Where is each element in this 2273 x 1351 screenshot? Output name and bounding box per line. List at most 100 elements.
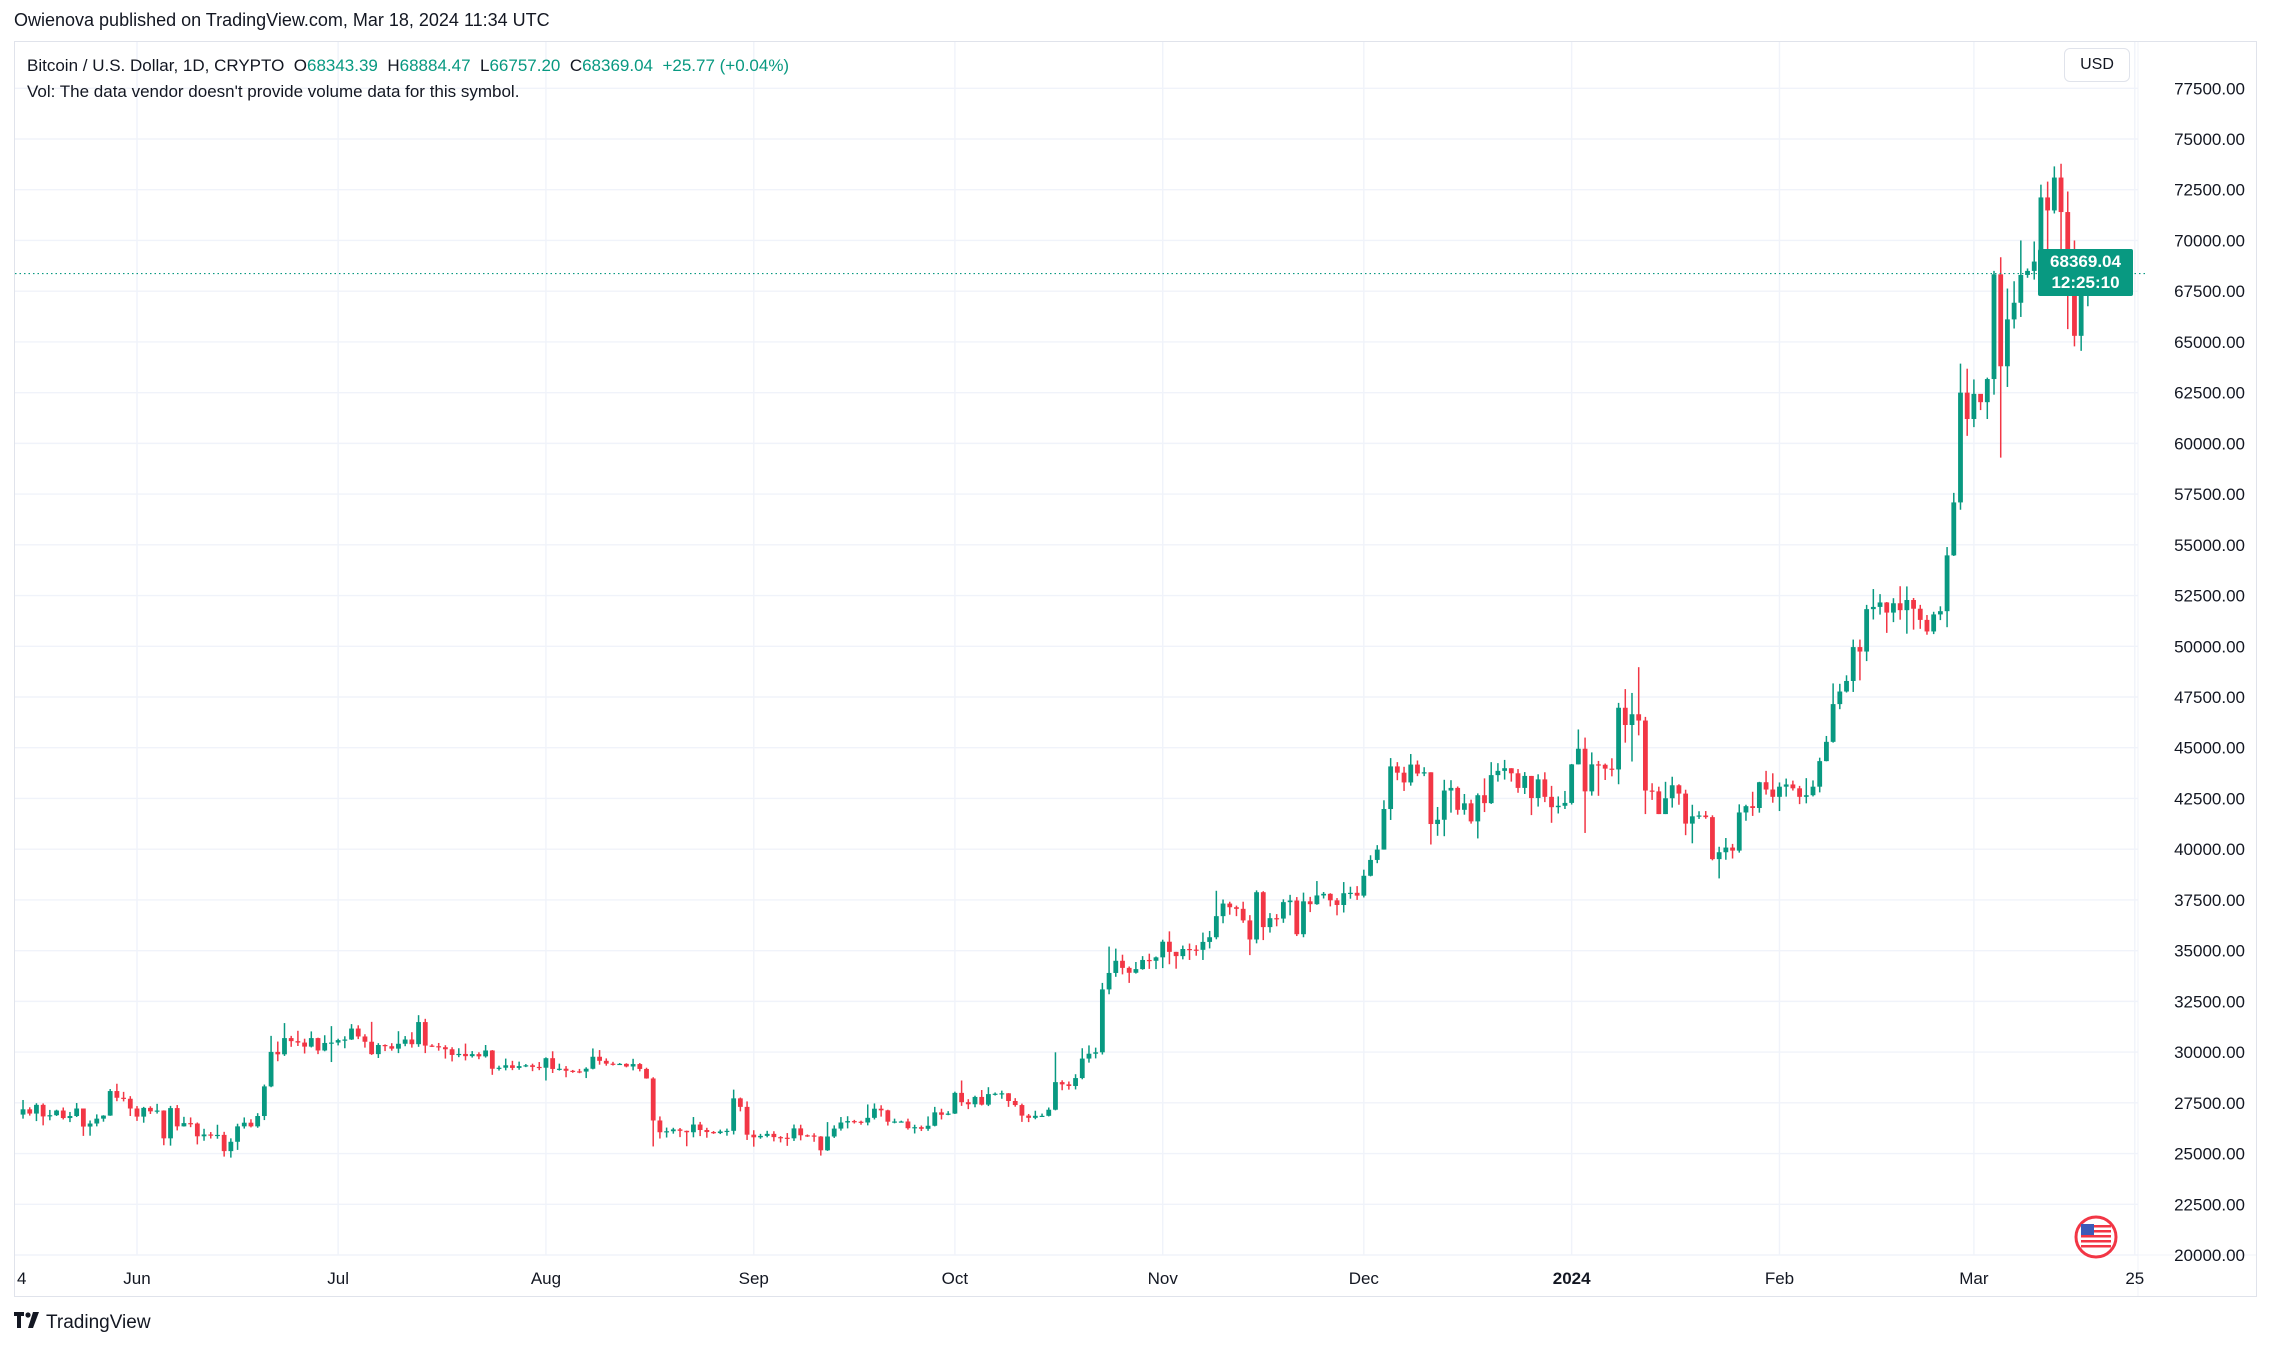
candle[interactable] bbox=[818, 1136, 824, 1156]
candle[interactable] bbox=[503, 1058, 509, 1071]
candle[interactable] bbox=[1622, 689, 1628, 743]
candle[interactable] bbox=[1475, 793, 1481, 839]
candle[interactable] bbox=[20, 1099, 26, 1119]
candle[interactable] bbox=[1260, 891, 1266, 941]
candle[interactable] bbox=[1743, 804, 1749, 821]
candle[interactable] bbox=[825, 1122, 830, 1151]
candle[interactable] bbox=[302, 1038, 307, 1054]
candle[interactable] bbox=[1099, 982, 1105, 1055]
candle[interactable] bbox=[1656, 786, 1662, 815]
candle[interactable] bbox=[1287, 894, 1293, 916]
candle[interactable] bbox=[1053, 1052, 1058, 1111]
candle[interactable] bbox=[1173, 951, 1179, 969]
candle[interactable] bbox=[1039, 1113, 1045, 1118]
candle[interactable] bbox=[1120, 954, 1125, 975]
candle[interactable] bbox=[429, 1044, 435, 1048]
candle[interactable] bbox=[275, 1041, 281, 1062]
candle[interactable] bbox=[1381, 800, 1387, 850]
candle[interactable] bbox=[905, 1118, 911, 1130]
candle[interactable] bbox=[1723, 838, 1729, 860]
candle[interactable] bbox=[510, 1060, 515, 1071]
candle[interactable] bbox=[1314, 881, 1320, 905]
candle[interactable] bbox=[999, 1090, 1005, 1099]
candle[interactable] bbox=[670, 1127, 676, 1134]
candle[interactable] bbox=[168, 1105, 173, 1146]
candle[interactable] bbox=[80, 1108, 86, 1136]
candle[interactable] bbox=[1294, 897, 1300, 937]
candle[interactable] bbox=[1830, 683, 1836, 743]
candle[interactable] bbox=[469, 1051, 475, 1058]
candle[interactable] bbox=[1274, 914, 1280, 927]
candle[interactable] bbox=[644, 1067, 649, 1079]
candle[interactable] bbox=[114, 1083, 120, 1102]
candle[interactable] bbox=[1803, 778, 1809, 804]
candle[interactable] bbox=[382, 1044, 388, 1052]
candle[interactable] bbox=[1555, 796, 1561, 814]
candle[interactable] bbox=[181, 1116, 187, 1127]
candle[interactable] bbox=[1944, 547, 1950, 628]
candle[interactable] bbox=[1978, 393, 1983, 411]
candle[interactable] bbox=[925, 1116, 931, 1131]
candle[interactable] bbox=[798, 1124, 804, 1141]
candle[interactable] bbox=[288, 1035, 294, 1047]
candle[interactable] bbox=[1374, 845, 1380, 864]
candle[interactable] bbox=[872, 1103, 877, 1120]
candle[interactable] bbox=[1797, 785, 1802, 805]
candle[interactable] bbox=[1327, 893, 1333, 907]
candle[interactable] bbox=[1079, 1048, 1085, 1080]
candle[interactable] bbox=[188, 1117, 194, 1128]
candle[interactable] bbox=[556, 1063, 562, 1071]
candle[interactable] bbox=[161, 1110, 167, 1146]
candle[interactable] bbox=[1495, 763, 1501, 782]
candle[interactable] bbox=[1535, 774, 1541, 807]
candle[interactable] bbox=[1227, 901, 1233, 915]
candle[interactable] bbox=[1093, 1047, 1099, 1059]
candle[interactable] bbox=[1200, 932, 1206, 960]
candle[interactable] bbox=[1032, 1110, 1038, 1120]
candle[interactable] bbox=[67, 1111, 73, 1123]
candle[interactable] bbox=[241, 1117, 247, 1129]
candle[interactable] bbox=[402, 1036, 408, 1047]
candle[interactable] bbox=[570, 1069, 576, 1073]
candle[interactable] bbox=[1140, 956, 1145, 970]
candle[interactable] bbox=[228, 1138, 234, 1158]
candle[interactable] bbox=[107, 1089, 113, 1116]
candle[interactable] bbox=[1937, 606, 1943, 621]
candle[interactable] bbox=[1180, 945, 1186, 960]
candle[interactable] bbox=[1911, 597, 1916, 630]
candle[interactable] bbox=[778, 1136, 783, 1143]
candle[interactable] bbox=[1602, 763, 1608, 780]
candle[interactable] bbox=[932, 1106, 938, 1127]
candle[interactable] bbox=[389, 1043, 395, 1051]
candle[interactable] bbox=[717, 1129, 723, 1135]
candle[interactable] bbox=[1864, 604, 1870, 662]
candle[interactable] bbox=[1783, 778, 1789, 797]
candle[interactable] bbox=[27, 1107, 33, 1116]
candle[interactable] bbox=[1596, 760, 1601, 796]
candle[interactable] bbox=[355, 1025, 361, 1040]
candle[interactable] bbox=[1891, 598, 1896, 623]
candle[interactable] bbox=[1542, 772, 1548, 803]
candle[interactable] bbox=[811, 1133, 817, 1142]
candle[interactable] bbox=[422, 1018, 428, 1054]
candle[interactable] bbox=[1394, 762, 1400, 781]
candle[interactable] bbox=[1703, 811, 1709, 819]
candle[interactable] bbox=[1649, 783, 1655, 800]
candle[interactable] bbox=[255, 1113, 261, 1128]
candle[interactable] bbox=[744, 1101, 750, 1140]
candle[interactable] bbox=[1421, 767, 1427, 777]
candle[interactable] bbox=[1133, 962, 1139, 974]
candle[interactable] bbox=[892, 1118, 897, 1124]
candle[interactable] bbox=[1066, 1081, 1072, 1090]
candle[interactable] bbox=[1810, 780, 1816, 797]
candle[interactable] bbox=[724, 1128, 730, 1136]
candle[interactable] bbox=[369, 1021, 375, 1055]
candle[interactable] bbox=[697, 1121, 703, 1137]
candle[interactable] bbox=[1857, 639, 1863, 681]
candle[interactable] bbox=[583, 1067, 589, 1079]
candle[interactable] bbox=[1234, 905, 1239, 917]
candle[interactable] bbox=[1663, 781, 1668, 815]
candle[interactable] bbox=[148, 1106, 153, 1114]
candle[interactable] bbox=[650, 1077, 656, 1147]
candle[interactable] bbox=[483, 1044, 489, 1058]
